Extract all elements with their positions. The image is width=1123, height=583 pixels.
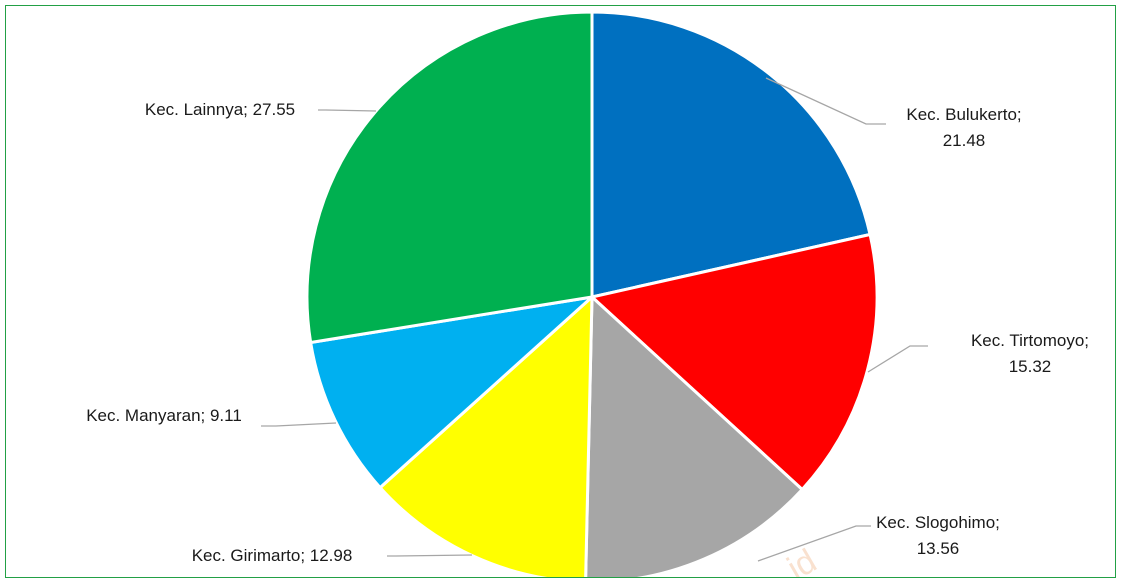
data-label-kec-slogohimo: Kec. Slogohimo; 13.56 xyxy=(876,513,1000,558)
pie-slices xyxy=(305,10,879,577)
pie-slice-kec-tirtomoyo xyxy=(588,232,879,492)
pie-slice-kec-girimarto xyxy=(378,293,594,577)
pie-chart: Kec. Bulukerto; 21.48 Kec. Tirtomoyo; 15.32… xyxy=(86,10,1089,578)
pie-slice-kec-bulukerto xyxy=(590,10,872,299)
leader-line-kec-slogohimo xyxy=(757,525,871,562)
pie-slice-kec-slogohimo xyxy=(584,293,805,577)
data-labels: Kec. Bulukerto; 21.48 Kec. Tirtomoyo; 15.32… xyxy=(86,100,1089,565)
data-label-kec-lainnya: Kec. Lainnya; 27.55 xyxy=(145,100,295,119)
leader-line-kec-bulukerto xyxy=(765,77,886,125)
data-label-kec-manyaran: Kec. Manyaran; 9.11 xyxy=(86,406,242,425)
data-label-value: 21.48 xyxy=(943,131,986,150)
data-label-category: Kec. Tirtomoyo; xyxy=(971,331,1089,350)
chart-frame: Kec. Bulukerto; 21.48 Kec. Tirtomoyo; 15.32… xyxy=(5,5,1116,578)
leader-line-kec-tirtomoyo xyxy=(867,345,928,373)
data-label-value: 13.56 xyxy=(917,539,960,558)
data-label-value: 15.32 xyxy=(1009,357,1052,376)
leader-line-kec-lainnya xyxy=(318,109,377,112)
leader-lines xyxy=(261,77,928,562)
watermark-text: id xyxy=(781,542,823,578)
data-label-kec-girimarto: Kec. Girimarto; 12.98 xyxy=(192,546,353,565)
data-label-category: Kec. Slogohimo; xyxy=(876,513,1000,532)
pie-slice-kec-lainnya xyxy=(305,10,594,345)
leader-line-kec-girimarto xyxy=(387,554,473,557)
data-label-kec-tirtomoyo: Kec. Tirtomoyo; 15.32 xyxy=(971,331,1089,376)
pie-slice-kec-manyaran xyxy=(308,294,597,490)
data-label-category: Kec. Bulukerto; xyxy=(906,105,1021,124)
data-label-kec-bulukerto: Kec. Bulukerto; 21.48 xyxy=(906,105,1021,150)
leader-line-kec-manyaran xyxy=(261,422,337,427)
